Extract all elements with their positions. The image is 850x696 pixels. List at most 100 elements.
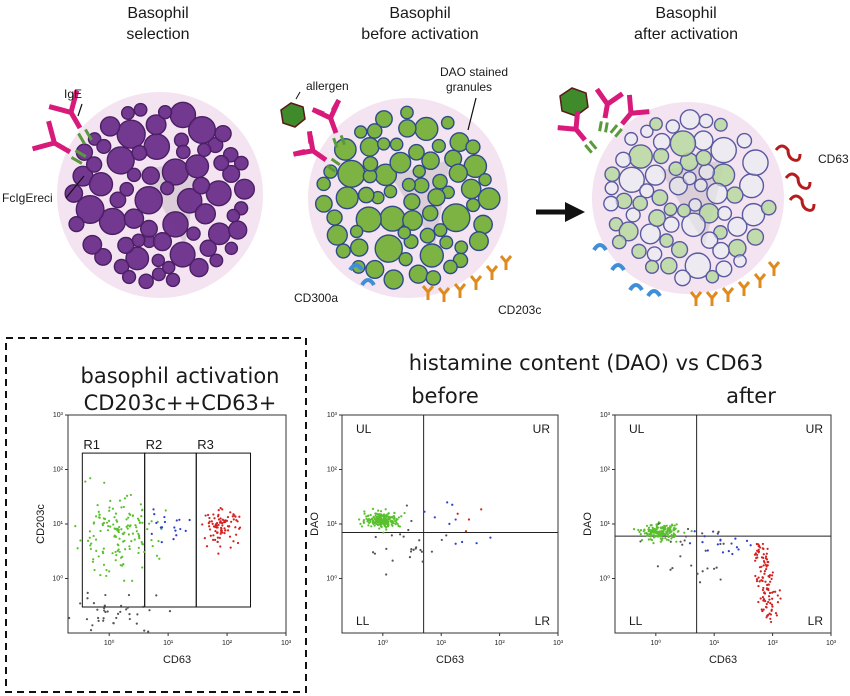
data-point xyxy=(155,594,158,597)
data-point xyxy=(392,517,395,520)
data-point xyxy=(766,614,769,617)
data-point xyxy=(216,526,219,529)
data-point xyxy=(754,574,757,578)
quadrant-label-ll: LL xyxy=(356,614,370,628)
data-point xyxy=(761,595,765,599)
data-point xyxy=(369,520,372,523)
granule xyxy=(335,243,351,259)
granule xyxy=(625,207,641,223)
data-point xyxy=(656,534,659,537)
granule xyxy=(682,171,697,186)
data-point xyxy=(684,535,688,538)
data-point xyxy=(236,541,240,545)
granule xyxy=(176,187,203,214)
data-point xyxy=(212,538,215,541)
granule xyxy=(611,234,627,250)
cd203c-icon xyxy=(421,255,513,302)
gate-label: R1 xyxy=(83,437,100,452)
data-point xyxy=(362,519,365,522)
cell-before xyxy=(308,98,508,298)
granule xyxy=(335,186,359,210)
data-point xyxy=(719,542,722,546)
granule xyxy=(676,203,692,218)
data-point xyxy=(774,590,777,593)
data-point xyxy=(638,530,641,533)
granule xyxy=(473,214,493,235)
data-point xyxy=(133,538,136,541)
data-point xyxy=(749,544,752,547)
data-point xyxy=(387,512,390,515)
data-point xyxy=(651,531,654,534)
granule xyxy=(185,154,210,179)
granule xyxy=(432,173,448,190)
data-point xyxy=(381,520,384,523)
data-point xyxy=(153,513,156,516)
data-point xyxy=(92,602,96,605)
x-tick-label: 10³ xyxy=(281,640,292,647)
data-point xyxy=(675,540,678,543)
data-point xyxy=(489,536,492,539)
data-point xyxy=(664,533,667,536)
data-point xyxy=(90,542,93,545)
data-point xyxy=(662,533,665,536)
data-point xyxy=(418,539,421,542)
granule xyxy=(651,189,669,207)
data-point xyxy=(84,480,87,483)
data-point xyxy=(373,524,376,527)
data-point xyxy=(377,513,380,517)
data-point xyxy=(219,532,222,535)
data-point xyxy=(683,531,686,534)
data-point xyxy=(226,525,230,528)
data-point xyxy=(155,521,158,525)
data-point xyxy=(129,513,132,516)
granule xyxy=(233,155,249,171)
granule xyxy=(477,187,501,211)
data-point xyxy=(101,550,104,553)
granule xyxy=(670,241,689,259)
gate-label: R2 xyxy=(146,437,163,452)
granule xyxy=(431,138,446,154)
label-cd63: CD63 xyxy=(818,152,849,166)
data-point xyxy=(217,552,220,555)
data-point xyxy=(706,567,709,570)
granule xyxy=(615,151,632,168)
data-point xyxy=(647,538,650,541)
granule xyxy=(659,233,674,248)
data-point xyxy=(131,514,134,518)
y-axis-label: DAO xyxy=(309,512,321,536)
data-point xyxy=(85,618,89,621)
data-point xyxy=(760,556,764,559)
granule xyxy=(151,267,166,282)
granule xyxy=(68,216,85,233)
data-point xyxy=(646,534,650,537)
data-point xyxy=(96,608,99,611)
data-point xyxy=(378,518,382,522)
data-point xyxy=(387,521,390,525)
data-point xyxy=(143,550,146,554)
granule xyxy=(145,114,167,136)
data-point xyxy=(86,539,90,542)
data-point xyxy=(362,521,366,524)
x-axis-label: CD63 xyxy=(709,654,737,666)
data-point xyxy=(667,538,670,542)
data-point xyxy=(397,516,401,519)
data-point xyxy=(155,554,159,557)
granule xyxy=(187,115,217,144)
data-point xyxy=(367,514,370,517)
data-point xyxy=(152,508,155,511)
granule xyxy=(652,132,671,151)
data-point xyxy=(679,555,682,558)
granule xyxy=(359,137,380,157)
granule xyxy=(116,119,146,149)
data-point xyxy=(88,536,91,539)
data-point xyxy=(376,523,380,527)
data-point xyxy=(761,542,765,546)
data-point xyxy=(690,530,693,533)
granule xyxy=(389,137,404,152)
granule xyxy=(618,221,639,242)
data-point xyxy=(757,551,760,554)
data-point xyxy=(770,577,773,581)
data-point xyxy=(103,604,106,607)
data-point xyxy=(122,505,125,509)
